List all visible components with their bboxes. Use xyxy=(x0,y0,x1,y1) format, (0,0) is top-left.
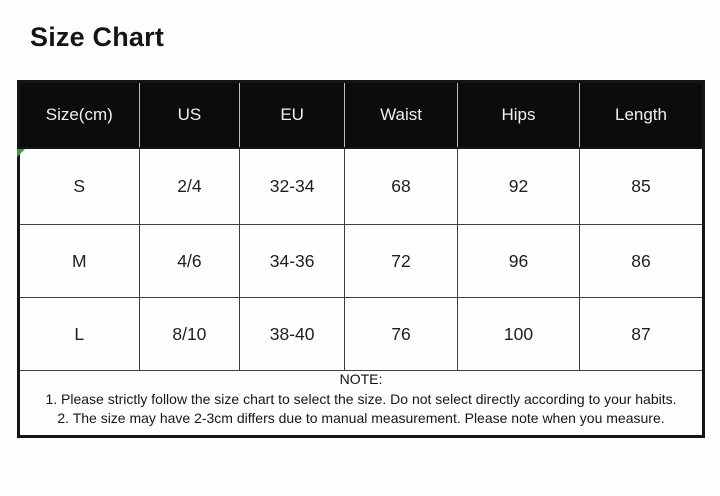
cell-eu: 34-36 xyxy=(239,224,346,298)
cell-us: 8/10 xyxy=(138,297,241,371)
cell-length: 85 xyxy=(578,147,705,225)
note-line-1: 1. Please strictly follow the size chart… xyxy=(45,391,677,407)
cell-eu: 38-40 xyxy=(239,297,346,371)
cell-hips: 100 xyxy=(457,297,580,371)
table-row-m: M 4/6 34-36 72 96 86 xyxy=(18,224,705,298)
note-section: NOTE: 1. Please strictly follow the size… xyxy=(18,370,704,437)
cell-length: 87 xyxy=(578,297,705,371)
table-row-s: S 2/4 32-34 68 92 85 xyxy=(18,147,705,225)
green-cell-corner-marker xyxy=(17,149,25,157)
cell-size: L xyxy=(18,297,140,371)
cell-waist: 68 xyxy=(344,147,459,225)
cell-waist: 76 xyxy=(344,297,459,371)
column-header-eu: EU xyxy=(239,81,346,149)
cell-length: 86 xyxy=(578,224,705,298)
table-header-row: Size(cm) US EU Waist Hips Length xyxy=(18,81,704,149)
size-chart-table: Size(cm) US EU Waist Hips Length S 2/4 3… xyxy=(17,80,705,438)
column-header-size: Size(cm) xyxy=(18,81,140,149)
cell-us: 4/6 xyxy=(138,224,241,298)
cell-size: S xyxy=(18,147,140,225)
table-row-l: L 8/10 38-40 76 100 87 xyxy=(18,297,705,371)
cell-hips: 92 xyxy=(457,147,580,225)
column-header-us: US xyxy=(139,81,241,149)
cell-waist: 72 xyxy=(344,224,459,298)
column-header-length: Length xyxy=(579,81,704,149)
cell-eu: 32-34 xyxy=(239,147,346,225)
page-title: Size Chart xyxy=(30,22,165,52)
cell-size: M xyxy=(18,224,140,298)
note-line-2: 2. The size may have 2-3cm differs due t… xyxy=(57,410,665,426)
cell-us: 2/4 xyxy=(138,147,241,225)
table-note-row: NOTE: 1. Please strictly follow the size… xyxy=(18,370,704,437)
column-header-hips: Hips xyxy=(457,81,580,149)
column-header-waist: Waist xyxy=(344,81,459,149)
cell-hips: 96 xyxy=(457,224,580,298)
note-title: NOTE: xyxy=(339,371,383,387)
